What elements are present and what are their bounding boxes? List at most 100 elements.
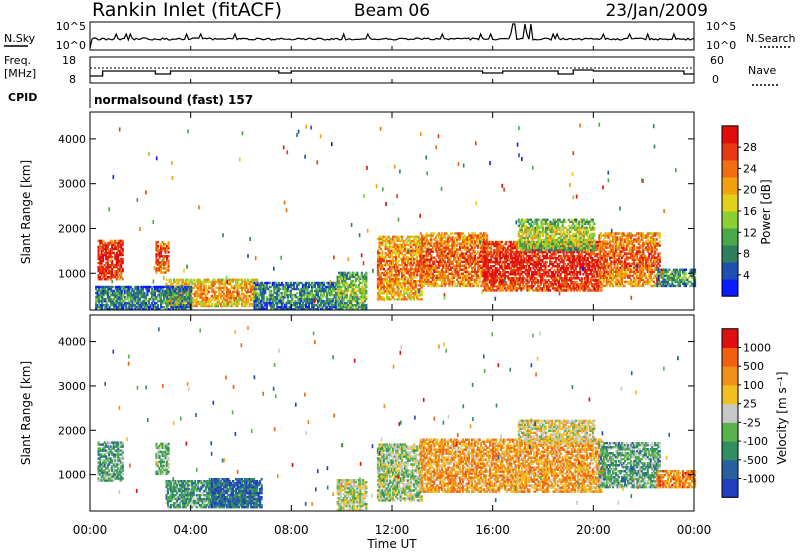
power-echo-cell	[155, 271, 158, 274]
power-echo-cell	[250, 284, 253, 288]
power-echo-cell	[115, 245, 118, 249]
noise-left-label: N.Sky	[4, 32, 36, 45]
power-echo-cell	[117, 308, 120, 311]
power-echo-cell	[235, 296, 238, 300]
power-echo-cell	[227, 290, 230, 294]
power-echo-cell	[120, 297, 123, 301]
beam-title: Beam 06	[354, 1, 430, 21]
power-echo-cell	[111, 245, 114, 249]
power-echo-cell	[102, 269, 105, 273]
power-echo-cell	[126, 295, 129, 299]
power-echo-cell	[121, 257, 124, 261]
power-echo-cell	[219, 288, 223, 292]
power-echo-cell	[95, 287, 98, 291]
freq-left-tick-top: 18	[62, 54, 76, 67]
power-echo-cell	[185, 282, 188, 286]
power-echo-cell	[128, 291, 131, 295]
power-echo-cell	[106, 263, 109, 267]
power-echo-cell	[164, 267, 167, 270]
power-echo-cell	[365, 289, 368, 293]
power-echo-cell	[120, 243, 123, 247]
power-echo-cell	[102, 293, 105, 297]
power-echo-cell	[168, 278, 171, 282]
power-echo-cell	[126, 287, 129, 291]
power-echo-cell	[207, 284, 210, 288]
power-echo-cell	[228, 280, 232, 284]
power-echo-cell	[112, 265, 115, 269]
power-echo-cell	[158, 265, 161, 268]
power-echo-cell	[109, 253, 112, 257]
power-echo-cell	[164, 245, 167, 248]
power-echo-cell	[420, 298, 423, 301]
power-echo-cell	[100, 267, 103, 271]
power-echo-cell	[244, 302, 247, 306]
power-echo-cell	[117, 245, 120, 249]
power-echo-cell	[120, 295, 123, 299]
power-echo-cell	[114, 285, 117, 289]
power-echo-cell	[100, 278, 103, 281]
power-echo-cell	[235, 300, 238, 304]
power-echo-cell	[99, 304, 102, 307]
power-echo-cell	[112, 243, 115, 247]
power-echo-cell	[118, 243, 121, 247]
power-echo-cell	[121, 267, 124, 271]
power-echo-cell	[129, 285, 132, 289]
power-echo-cell	[104, 291, 107, 295]
power-echo-cell	[125, 297, 128, 301]
power-echo-cell	[242, 292, 245, 296]
power-echo-cell	[207, 278, 210, 282]
power-echo-cell	[163, 267, 166, 270]
power-echo-cell	[221, 300, 224, 304]
power-echo-cell	[166, 257, 169, 260]
power-echo-cell	[110, 301, 113, 305]
power-echo-cell	[247, 278, 250, 282]
noise-right-tick-top: 10^5	[706, 20, 736, 33]
power-echo-cell	[235, 278, 238, 282]
power-echo-cell	[117, 261, 120, 265]
power-echo-cell	[231, 302, 235, 306]
power-echo-cell	[100, 265, 103, 269]
power-echo-cell	[109, 249, 112, 253]
power-echo-cell	[99, 255, 102, 259]
power-echo-cell	[109, 239, 112, 243]
power-echo-cell	[238, 290, 241, 294]
power-echo-cell	[206, 288, 209, 292]
power-echo-cell	[155, 261, 158, 264]
power-echo-cell	[195, 302, 198, 306]
power-echo-cell	[120, 261, 123, 265]
power-echo-cell	[433, 232, 436, 235]
power-echo-cell	[112, 273, 115, 277]
power-echo-cell	[236, 280, 239, 284]
power-echo-cell	[228, 290, 232, 294]
power-echo-cell	[99, 276, 102, 279]
power-echo-cell	[117, 241, 120, 245]
power-echo-cell	[245, 292, 248, 296]
power-echo-cell	[105, 293, 108, 297]
power-echo-cell	[194, 300, 197, 304]
power-echo-cell	[160, 243, 163, 246]
power-echo-cell	[167, 243, 170, 246]
power-echo-cell	[96, 295, 99, 299]
power-echo-cell	[230, 286, 233, 290]
power-echo-cell	[106, 267, 109, 271]
power-echo-cell	[102, 253, 105, 257]
freq-left-tick-bottom: 8	[69, 73, 76, 86]
power-echo-cell	[95, 306, 98, 309]
power-echo-cell	[192, 304, 195, 308]
power-echo-cell	[112, 263, 115, 267]
power-echo-cell	[114, 241, 117, 245]
power-echo-cell	[114, 257, 117, 261]
power-echo-cell	[105, 301, 108, 305]
power-echo-cell	[233, 296, 236, 300]
power-echo-cell	[164, 247, 167, 250]
power-echo-cell	[200, 292, 203, 296]
power-echo-cell	[228, 300, 232, 304]
power-echo-cell	[224, 304, 227, 308]
power-echo-cell	[115, 271, 118, 275]
power-echo-cell	[167, 269, 170, 272]
power-echo-cell	[242, 298, 245, 302]
power-echo-cell	[201, 292, 204, 296]
power-echo-cell	[241, 282, 244, 286]
power-echo-cell	[222, 302, 226, 306]
noise-left-tick-top: 10^5	[56, 20, 86, 33]
